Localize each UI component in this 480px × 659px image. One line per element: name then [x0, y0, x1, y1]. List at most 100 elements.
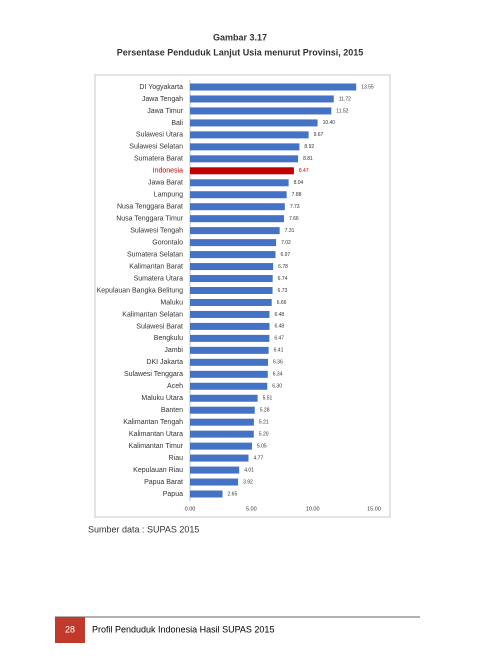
value-label: 5.05	[257, 443, 267, 449]
bar	[190, 143, 300, 151]
figure-caption: Gambar 3.17	[213, 32, 267, 42]
y-tick-label: Banten	[161, 407, 183, 414]
bar	[190, 370, 268, 378]
value-label: 7.88	[292, 192, 302, 198]
value-label: 6.34	[273, 372, 283, 378]
y-tick-label: Sulawesi Utara	[136, 132, 183, 139]
bar	[190, 191, 287, 199]
bar	[190, 430, 254, 438]
value-label: 11.52	[336, 108, 348, 114]
x-tick-label: 15.00	[367, 506, 381, 512]
value-label: 6.74	[278, 276, 288, 282]
bar	[190, 442, 252, 450]
bar	[190, 203, 285, 211]
bar	[190, 310, 270, 318]
value-label: 6.66	[277, 300, 287, 306]
value-label: 10.40	[323, 120, 336, 126]
bar	[190, 239, 277, 247]
y-tick-label: Kalimantan Selatan	[122, 311, 183, 318]
bar	[190, 263, 274, 271]
y-tick-label: Aceh	[167, 383, 183, 390]
x-tick-label: 10.00	[306, 506, 320, 512]
y-tick-label: Kalimantan Utara	[129, 431, 183, 438]
footer-text: Profil Penduduk Indonesia Hasil SUPAS 20…	[92, 624, 274, 634]
bar	[190, 334, 270, 342]
bar	[190, 346, 269, 354]
value-label: 6.36	[273, 360, 283, 366]
value-label: 5.20	[259, 431, 269, 437]
bar	[190, 215, 284, 223]
bar	[190, 466, 240, 474]
y-tick-label: Sulawesi Tengah	[130, 227, 183, 234]
value-label: 9.67	[314, 132, 324, 138]
value-label: 2.65	[228, 491, 238, 497]
y-tick-label: Riau	[169, 455, 184, 462]
y-tick-label: Jawa Barat	[148, 180, 183, 187]
value-label: 6.30	[272, 384, 282, 390]
bar	[190, 418, 254, 426]
y-tick-label: Sumatera Selatan	[127, 251, 183, 258]
chart-frame	[94, 74, 391, 518]
value-label: 4.01	[244, 467, 254, 473]
y-tick-label: Papua Barat	[144, 479, 183, 486]
value-label: 6.73	[278, 288, 288, 294]
bar	[190, 251, 276, 259]
value-label: 7.66	[289, 216, 299, 222]
y-tick-label: DKI Jakarta	[146, 359, 183, 366]
source-note: Sumber data : SUPAS 2015	[88, 524, 199, 534]
value-label: 3.92	[243, 479, 253, 485]
y-tick-label: Kepulauan Riau	[133, 467, 183, 474]
y-tick-label: Sulawesi Tenggara	[124, 371, 183, 378]
y-tick-label: Kalimantan Tengah	[123, 419, 183, 426]
y-tick-label: Maluku Utara	[141, 395, 183, 402]
y-tick-label: Sulawesi Barat	[136, 323, 183, 330]
y-tick-label: Indonesia	[153, 168, 183, 175]
y-tick-label: Papua	[163, 491, 183, 498]
value-label: 7.31	[285, 228, 295, 234]
y-tick-label: Kepulauan Bangka Belitung	[97, 287, 184, 294]
bar	[190, 227, 280, 235]
value-label: 5.28	[260, 408, 270, 414]
bar	[190, 298, 272, 306]
y-tick-label: Sumatera Utara	[134, 275, 184, 282]
bar	[190, 167, 294, 175]
value-label: 5.51	[263, 396, 273, 402]
x-tick-label: 0.00	[185, 506, 196, 512]
value-label: 7.73	[290, 204, 300, 210]
bar	[190, 287, 273, 294]
y-tick-label: Maluku	[160, 299, 183, 306]
bar	[190, 83, 357, 91]
bar	[190, 406, 255, 414]
bar	[190, 454, 249, 462]
y-tick-label: Nusa Tenggara Barat	[117, 204, 183, 211]
bar	[190, 275, 273, 283]
bar	[190, 490, 223, 498]
value-label: 6.48	[274, 324, 284, 330]
y-tick-label: Gorontalo	[152, 239, 183, 246]
x-tick-label: 5.00	[246, 506, 257, 512]
value-label: 8.81	[303, 156, 313, 162]
y-tick-label: Sumatera Barat	[134, 156, 183, 163]
value-label: 8.47	[299, 168, 309, 174]
value-label: 4.77	[254, 455, 264, 461]
value-label: 5.21	[259, 420, 269, 426]
bar	[190, 155, 299, 163]
bar	[190, 119, 318, 127]
y-tick-label: Lampung	[154, 192, 183, 199]
value-label: 8.92	[304, 144, 314, 150]
value-label: 6.48	[274, 312, 284, 318]
value-label: 6.78	[278, 264, 288, 270]
bar	[190, 95, 334, 103]
value-label: 6.41	[274, 348, 284, 354]
y-tick-label: Jawa Tengah	[142, 96, 183, 103]
value-label: 11.72	[339, 96, 351, 102]
y-tick-label: Kalimantan Timur	[129, 443, 184, 450]
y-tick-label: Nusa Tenggara Timur	[116, 216, 183, 223]
y-tick-label: Bengkulu	[154, 335, 183, 342]
bar	[190, 394, 258, 402]
value-label: 8.04	[294, 180, 304, 186]
page-number: 28	[65, 624, 75, 634]
chart-title: Persentase Penduduk Lanjut Usia menurut …	[117, 47, 364, 57]
y-tick-label: Sulawesi Selatan	[129, 144, 183, 151]
